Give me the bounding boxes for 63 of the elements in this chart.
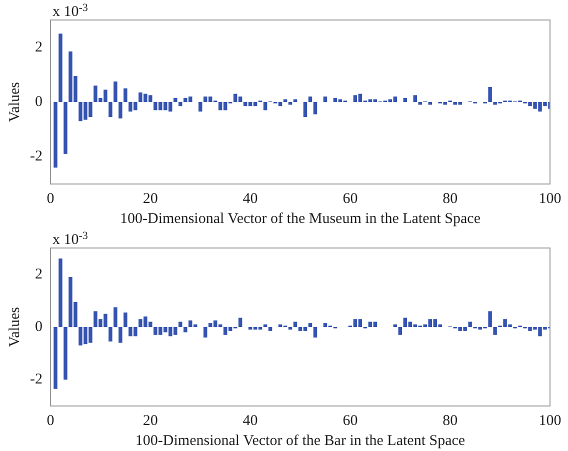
x-tick-label: 0 <box>46 412 54 429</box>
bar <box>313 327 318 338</box>
x-tick-label: 40 <box>242 190 258 207</box>
bar <box>64 102 68 154</box>
y-tick-label: 2 <box>34 266 42 282</box>
x-tick-label: 100 <box>538 412 562 429</box>
bar <box>308 96 312 102</box>
x-tick-label: 80 <box>442 190 458 207</box>
bar <box>413 95 418 102</box>
bar <box>124 312 128 327</box>
y-tick-label: 0 <box>34 94 42 110</box>
x-tick-label: 0 <box>46 190 54 207</box>
y-axis-title: Values <box>6 82 23 122</box>
bar <box>288 327 292 330</box>
bar <box>118 327 122 343</box>
bar <box>64 327 68 380</box>
x-tick-label: 20 <box>142 412 158 429</box>
x-tick-label: 20 <box>142 190 158 207</box>
bar <box>263 102 268 110</box>
bar <box>313 102 318 114</box>
bar <box>398 327 402 335</box>
x-tick-label: 100 <box>538 190 562 207</box>
x-tick-label: 80 <box>442 412 458 429</box>
bar <box>54 327 58 389</box>
bar <box>54 102 58 168</box>
bar <box>108 327 112 342</box>
y-tick-label: 0 <box>34 318 42 335</box>
bar <box>263 324 268 327</box>
bar <box>178 102 182 106</box>
bar <box>124 88 128 102</box>
bar <box>108 102 112 118</box>
bar <box>183 327 188 332</box>
bar <box>114 82 118 102</box>
bar <box>268 327 272 331</box>
bar <box>114 307 118 327</box>
bar <box>174 98 178 102</box>
bar <box>238 318 242 327</box>
x-tick-label: 60 <box>342 190 358 207</box>
bar <box>393 324 398 327</box>
bar <box>468 322 472 327</box>
bar <box>403 98 408 102</box>
y-tick-label: -2 <box>30 372 42 388</box>
bar <box>303 102 308 118</box>
bar <box>58 34 62 102</box>
bar <box>493 327 497 335</box>
bar <box>178 322 182 327</box>
y-axis-title: Values <box>6 306 23 347</box>
bar <box>323 96 328 102</box>
y-tick-label: 2 <box>34 39 42 56</box>
x-axis-title: 100-Dimensional Vector of the Bar in the Latent Space <box>135 432 466 449</box>
bar <box>428 102 432 105</box>
y-tick-label: -2 <box>30 148 42 165</box>
bar <box>488 86 492 102</box>
bar <box>118 102 122 118</box>
bar <box>308 323 312 327</box>
bar <box>293 322 298 327</box>
bar <box>58 258 62 327</box>
x-tick-label: 40 <box>242 412 258 429</box>
x-axis-title: 100-Dimensional Vector of the Museum in the Latent Space <box>120 210 481 227</box>
bar <box>198 102 202 112</box>
x-tick-label: 60 <box>342 412 358 429</box>
bar <box>203 327 208 338</box>
bar <box>488 311 492 327</box>
